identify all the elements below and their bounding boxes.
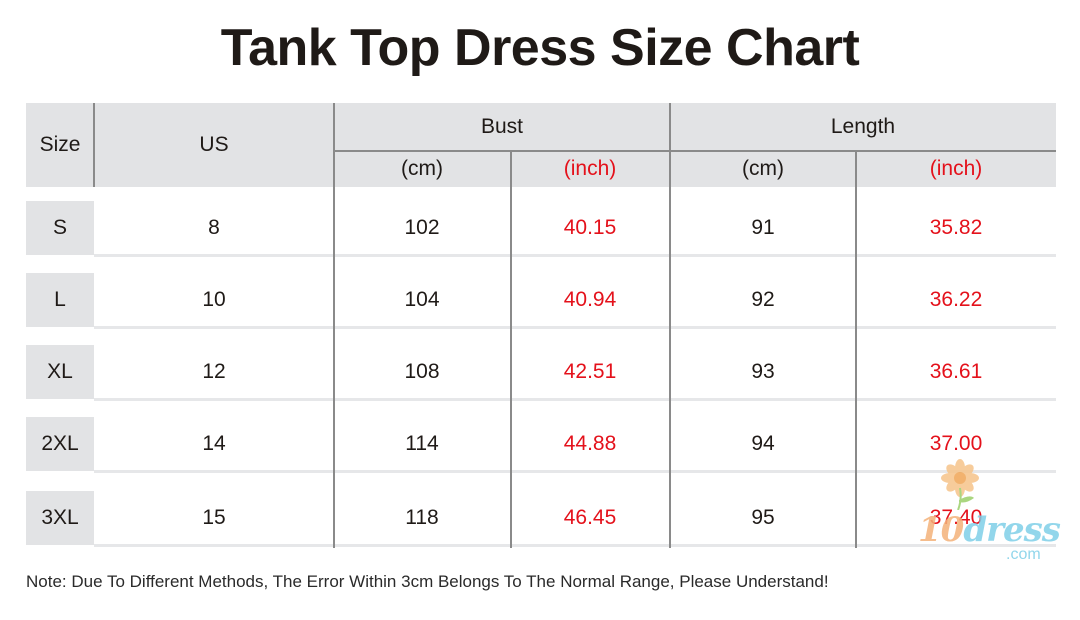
header-bust: Bust — [334, 103, 670, 151]
header-bust-cm-label: (cm) — [401, 157, 443, 180]
page-title: Tank Top Dress Size Chart — [220, 19, 860, 77]
bust-cm-value: 114 — [405, 432, 439, 455]
length-cm-cell: 92 — [670, 273, 856, 327]
bust-cm-cell: 102 — [334, 201, 510, 255]
header-bust-cm: (cm) — [334, 151, 510, 187]
brand-number: 10 — [918, 510, 964, 550]
row-divider — [94, 470, 1056, 473]
header-size-label: Size — [39, 133, 81, 156]
bust-cm-cell: 104 — [334, 273, 510, 327]
size-label: S — [52, 216, 67, 239]
length-cm-cell: 94 — [670, 417, 856, 471]
length-cm-value: 93 — [751, 360, 775, 383]
column-divider — [855, 151, 857, 548]
row-divider — [94, 326, 1056, 329]
header-bust-inch: (inch) — [510, 151, 670, 187]
brand-logo-text: 10dress — [918, 510, 1061, 550]
size-cell: L — [26, 273, 94, 327]
header-size: Size — [26, 103, 94, 187]
size-label: 3XL — [41, 506, 79, 529]
size-cell: XL — [26, 345, 94, 399]
size-label: 2XL — [41, 432, 79, 455]
column-divider — [333, 103, 335, 548]
us-cell: 15 — [94, 491, 334, 545]
us-cell: 14 — [94, 417, 334, 471]
bust-inch-value: 40.15 — [563, 216, 617, 239]
header-divider — [334, 150, 1056, 152]
length-inch-value: 37.40 — [929, 506, 983, 529]
us-value: 12 — [202, 360, 226, 383]
header-length: Length — [670, 103, 1056, 151]
header-length-inch: (inch) — [856, 151, 1056, 187]
bust-cm-cell: 108 — [334, 345, 510, 399]
row-divider — [94, 254, 1056, 257]
length-cm-cell: 95 — [670, 491, 856, 545]
bust-inch-value: 40.94 — [563, 288, 617, 311]
brand-watermark: 10dress .com — [918, 458, 1061, 568]
bust-inch-cell: 40.15 — [510, 201, 670, 255]
column-divider — [669, 103, 671, 548]
length-cm-value: 95 — [751, 506, 775, 529]
size-cell: 3XL — [26, 491, 94, 545]
length-inch-cell: 37.40 — [856, 491, 1056, 545]
length-cm-value: 94 — [751, 432, 775, 455]
us-cell: 12 — [94, 345, 334, 399]
size-label: L — [54, 288, 66, 311]
bust-cm-value: 104 — [404, 288, 440, 311]
length-cm-value: 92 — [751, 288, 775, 311]
size-cell: S — [26, 201, 94, 255]
length-inch-value: 35.82 — [929, 216, 983, 239]
row-divider — [94, 544, 1056, 547]
us-value: 14 — [202, 432, 226, 455]
flower-icon — [941, 459, 979, 510]
us-cell: 8 — [94, 201, 334, 255]
brand-word: dress — [963, 510, 1061, 550]
length-cm-cell: 91 — [670, 201, 856, 255]
header-us-label: US — [199, 133, 229, 156]
bust-inch-cell: 40.94 — [510, 273, 670, 327]
size-label: XL — [47, 360, 73, 383]
footnote: Note: Due To Different Methods, The Erro… — [26, 572, 829, 591]
length-cm-value: 91 — [751, 216, 775, 239]
us-value: 8 — [208, 216, 220, 239]
length-cm-cell: 93 — [670, 345, 856, 399]
length-inch-cell: 36.22 — [856, 273, 1056, 327]
length-inch-cell: 35.82 — [856, 201, 1056, 255]
length-inch-cell: 36.61 — [856, 345, 1056, 399]
bust-inch-cell: 46.45 — [510, 491, 670, 545]
column-divider — [510, 151, 512, 548]
bust-inch-value: 44.88 — [563, 432, 617, 455]
bust-cm-cell: 114 — [334, 417, 510, 471]
row-divider — [94, 398, 1056, 401]
bust-cm-cell: 118 — [334, 491, 510, 545]
header-length-cm-label: (cm) — [742, 157, 784, 180]
brand-tld: .com — [1006, 546, 1041, 563]
size-chart-table: Size US Bust Length (cm) (inch) (cm) (in… — [26, 103, 1056, 548]
column-divider — [93, 103, 95, 187]
size-cell: 2XL — [26, 417, 94, 471]
length-inch-cell: 37.00 — [856, 417, 1056, 471]
header-length-cm: (cm) — [670, 151, 856, 187]
us-value: 10 — [202, 288, 226, 311]
bust-cm-value: 118 — [405, 506, 439, 529]
header-us: US — [94, 103, 334, 187]
bust-cm-value: 108 — [404, 360, 440, 383]
bust-inch-cell: 44.88 — [510, 417, 670, 471]
header-bust-label: Bust — [480, 115, 524, 138]
us-cell: 10 — [94, 273, 334, 327]
bust-cm-value: 102 — [404, 216, 440, 239]
us-value: 15 — [202, 506, 226, 529]
bust-inch-cell: 42.51 — [510, 345, 670, 399]
bust-inch-value: 46.45 — [563, 506, 617, 529]
length-inch-value: 36.61 — [929, 360, 983, 383]
length-inch-value: 36.22 — [929, 288, 983, 311]
bust-inch-value: 42.51 — [563, 360, 617, 383]
header-length-inch-label: (inch) — [929, 157, 983, 180]
header-length-label: Length — [830, 115, 896, 138]
header-bust-inch-label: (inch) — [563, 157, 617, 180]
length-inch-value: 37.00 — [929, 432, 983, 455]
